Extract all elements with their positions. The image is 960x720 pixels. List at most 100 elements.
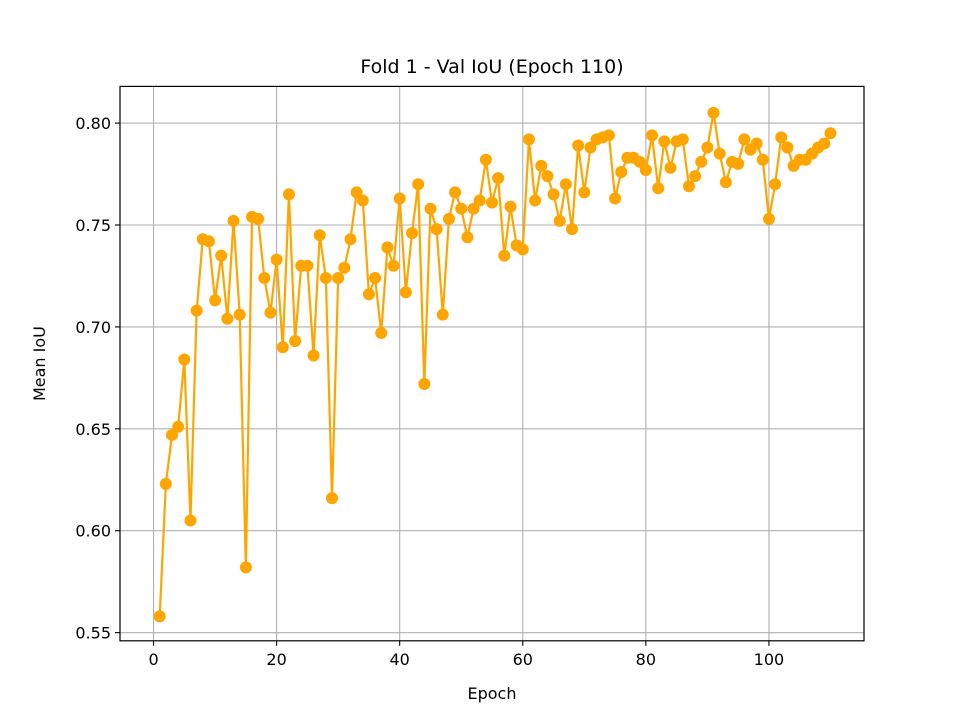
data-point <box>707 106 720 119</box>
data-point <box>449 186 462 199</box>
data-point <box>781 141 794 154</box>
data-point <box>301 259 314 272</box>
data-point <box>393 192 406 205</box>
data-point <box>202 235 215 248</box>
y-axis: 0.55 0.60 0.65 0.70 0.75 0.80 <box>75 114 120 643</box>
data-point <box>399 286 412 299</box>
data-point <box>159 477 172 490</box>
data-point <box>479 153 492 166</box>
data-point <box>356 194 369 207</box>
data-point <box>559 178 572 191</box>
data-point <box>338 261 351 274</box>
data-point <box>406 227 418 240</box>
data-point <box>239 561 252 574</box>
data-point <box>492 172 505 185</box>
data-point <box>350 186 363 199</box>
data-point <box>646 129 658 142</box>
data-point <box>639 163 652 176</box>
series-layer <box>153 106 837 623</box>
data-point <box>658 135 671 148</box>
x-tick-label: 0 <box>148 650 158 669</box>
data-point <box>609 192 622 205</box>
data-point <box>442 212 455 225</box>
data-point <box>258 271 271 284</box>
data-point <box>504 200 517 213</box>
data-point <box>172 420 185 433</box>
data-point <box>381 241 394 254</box>
data-point <box>184 514 197 527</box>
data-point <box>276 341 289 354</box>
data-point <box>553 214 566 227</box>
data-point <box>664 161 677 174</box>
y-tick-label: 0.60 <box>75 522 111 541</box>
data-point <box>516 243 529 256</box>
data-point <box>313 229 326 242</box>
data-point <box>615 166 628 179</box>
series-line <box>158 111 832 617</box>
data-point <box>270 253 283 266</box>
data-point <box>326 492 338 505</box>
x-axis-label: Epoch <box>468 684 517 703</box>
data-point <box>689 170 702 183</box>
data-point <box>584 141 597 154</box>
data-point <box>719 176 732 189</box>
x-tick-label: 80 <box>636 650 656 669</box>
data-point <box>282 188 295 201</box>
data-point <box>572 139 585 152</box>
y-tick-label: 0.75 <box>75 216 111 235</box>
data-point <box>153 610 166 623</box>
data-point <box>578 186 591 199</box>
data-point <box>424 202 437 215</box>
plot-frame <box>119 85 865 642</box>
data-point <box>522 133 535 146</box>
data-point <box>461 231 474 244</box>
data-point <box>375 327 388 340</box>
data-point <box>344 233 357 246</box>
data-point <box>824 127 837 140</box>
x-tick-label: 100 <box>754 650 785 669</box>
data-point <box>233 308 246 321</box>
y-tick-label: 0.80 <box>75 114 111 133</box>
data-point <box>738 133 751 146</box>
data-point <box>319 271 332 284</box>
x-axis: 0 20 40 60 80 100 <box>148 640 785 669</box>
y-tick-label: 0.65 <box>75 420 111 439</box>
data-point <box>362 288 375 301</box>
data-point <box>602 129 615 142</box>
data-point <box>215 249 228 262</box>
data-point <box>547 188 560 201</box>
data-point <box>430 223 443 236</box>
data-point <box>566 223 578 236</box>
data-point <box>467 202 480 215</box>
data-point <box>769 178 782 191</box>
data-point <box>369 271 382 284</box>
data-point <box>264 306 277 319</box>
data-point <box>818 137 831 150</box>
x-tick-label: 60 <box>513 650 533 669</box>
data-point <box>252 212 265 225</box>
y-axis-label: Mean IoU <box>30 326 49 401</box>
y-tick-label: 0.55 <box>75 624 111 643</box>
data-point <box>209 294 222 307</box>
data-point <box>178 353 191 366</box>
data-point <box>190 304 203 317</box>
data-point <box>332 271 345 284</box>
data-point <box>436 308 449 321</box>
data-point <box>756 153 769 166</box>
data-point <box>732 157 745 170</box>
data-point <box>529 194 542 207</box>
data-point <box>541 170 554 183</box>
data-point <box>221 312 234 325</box>
data-point <box>387 259 400 272</box>
data-point <box>535 159 548 172</box>
y-tick-label: 0.70 <box>75 318 111 337</box>
data-point <box>486 196 498 209</box>
data-point <box>713 147 726 160</box>
data-point <box>762 212 775 225</box>
x-tick-label: 40 <box>390 650 410 669</box>
data-point <box>166 428 178 441</box>
data-point <box>455 202 468 215</box>
data-point <box>412 178 425 191</box>
data-point <box>227 214 240 227</box>
